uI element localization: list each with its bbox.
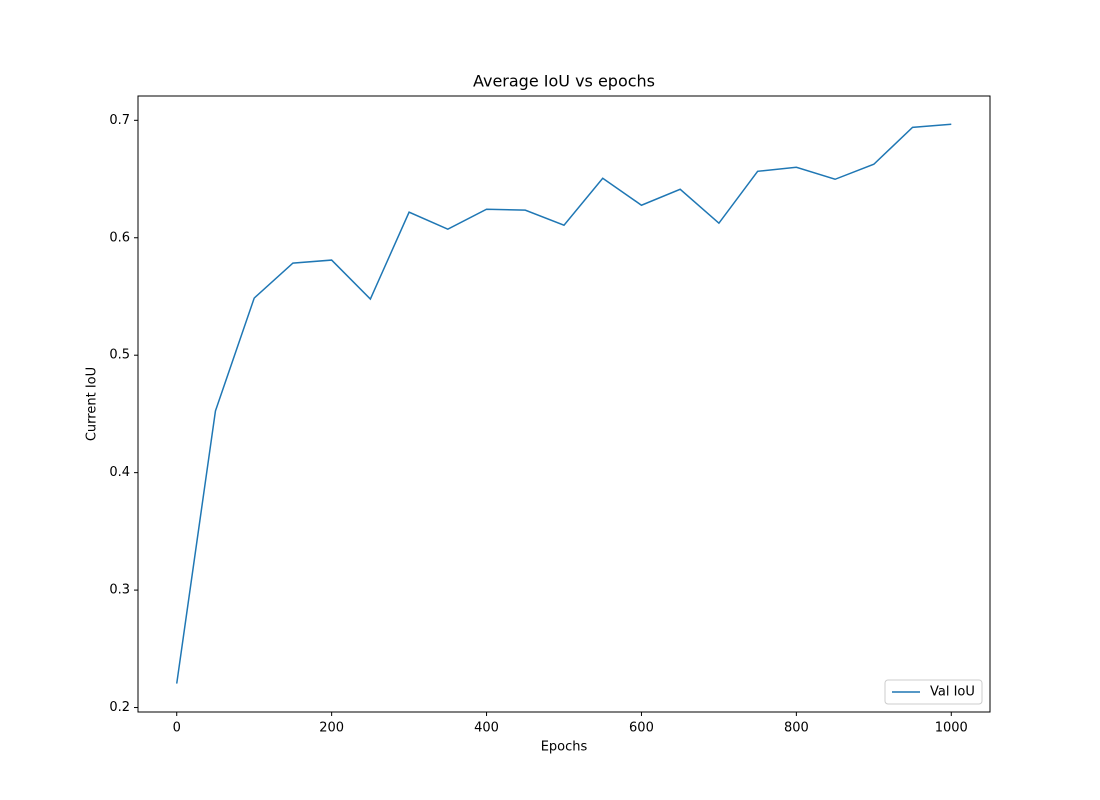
y-tick-label: 0.6 <box>109 230 130 245</box>
x-tick-label: 400 <box>474 721 499 736</box>
y-tick-label: 0.4 <box>109 465 130 480</box>
x-tick-label: 0 <box>173 721 181 736</box>
y-tick-label: 0.5 <box>109 348 130 363</box>
x-tick-label: 1000 <box>935 721 968 736</box>
x-axis-label: Epochs <box>541 740 588 755</box>
legend-label: Val IoU <box>930 685 975 700</box>
plot-frame <box>137 95 991 713</box>
x-tick-label: 200 <box>319 721 344 736</box>
data-line <box>175 123 952 684</box>
x-tick-label: 600 <box>629 721 654 736</box>
y-tick-label: 0.7 <box>109 113 130 128</box>
chart-title: Average IoU vs epochs <box>473 72 655 91</box>
y-tick-label: 0.2 <box>109 700 130 715</box>
x-tick-label: 800 <box>784 721 809 736</box>
y-axis-label: Current IoU <box>85 367 100 441</box>
y-tick-label: 0.3 <box>109 583 130 598</box>
legend-box <box>884 679 983 705</box>
